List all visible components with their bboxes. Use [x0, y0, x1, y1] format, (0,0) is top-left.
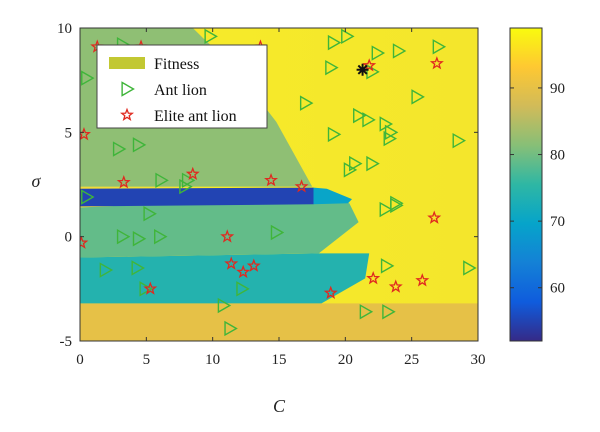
region-dark-stripe [80, 187, 322, 207]
ant-lion-point [112, 141, 127, 157]
region-cyan-band [80, 253, 370, 304]
elite-ant-lion-point [220, 229, 235, 243]
ant-lion-point [81, 189, 95, 205]
elite-ant-lion-point [236, 264, 251, 279]
ant-lion-point [116, 228, 131, 245]
ant-lion-point [81, 70, 95, 86]
x-tick-label: 20 [338, 352, 353, 368]
ant-lion-point [181, 172, 196, 189]
region-teal-band [80, 197, 359, 258]
ant-lion-point [371, 45, 386, 61]
ant-lion-point [236, 281, 250, 297]
ant-lion-point [366, 155, 380, 172]
elite-ant-lion-point [362, 58, 377, 72]
elite-ant-lion-point [427, 210, 442, 224]
ant-lion-point [325, 59, 339, 76]
ant-lion-point [131, 260, 145, 276]
legend-elite-ant-lion-label: Elite ant lion [154, 108, 237, 125]
ant-lion-point [155, 172, 169, 189]
elite-ant-lion-point [80, 235, 89, 249]
ant-lion-point [327, 126, 342, 143]
elite-ant-lion-point [323, 285, 338, 299]
legend-fitness-label: Fitness [154, 56, 199, 73]
ant-lion-point [463, 260, 477, 276]
legend-star-icon [119, 107, 135, 121]
best-point-marker [356, 63, 369, 76]
elite-ant-lion-point [116, 175, 131, 189]
y-axis-ticks: -5 0 5 10 [57, 21, 478, 350]
y-tick-label: 10 [57, 21, 72, 37]
y-tick-label: 5 [65, 125, 73, 141]
colorbar-tick-label: 80 [550, 148, 565, 164]
elite-ant-lion-point [224, 256, 239, 270]
colorbar-gradient [510, 28, 542, 341]
x-tick-label: 5 [143, 352, 151, 368]
elite-ant-lion-point [264, 172, 279, 187]
ant-lion-point [411, 89, 425, 105]
legend-ant-lion-marker [121, 81, 135, 97]
elite-ant-lion-point [246, 258, 261, 272]
ant-lion-point [382, 304, 396, 320]
elite-ant-lion-point [415, 273, 430, 287]
legend-triangle-icon [121, 81, 135, 97]
ant-lion-point [432, 39, 447, 55]
ant-lion-point [359, 304, 374, 320]
ant-lion-point [353, 107, 367, 124]
ant-lion-point [179, 178, 193, 195]
ant-lion-point [362, 112, 376, 128]
x-tick-label: 0 [76, 352, 84, 368]
colorbar: 60 70 80 90 [509, 27, 565, 342]
y-tick-label: 0 [65, 230, 73, 246]
elite-ant-lion-point [429, 56, 444, 70]
ant-lion-point [349, 155, 363, 172]
elite-ant-lion-point [388, 279, 403, 293]
region-stripe-tip [313, 187, 352, 205]
ant-lion-point [132, 137, 147, 153]
colorbar-ticks: 60 70 80 90 [510, 81, 565, 297]
ant-lion-point [379, 201, 394, 218]
ant-lion-point [341, 28, 355, 45]
x-axis-label: C [273, 396, 286, 416]
ant-lion-point [139, 281, 153, 297]
colorbar-tick-label: 60 [550, 281, 565, 297]
ant-lion-point [143, 206, 157, 222]
x-tick-label: 25 [404, 352, 419, 368]
elite-ant-lion-point [143, 281, 158, 295]
elite-ant-lion-point [294, 179, 309, 193]
x-tick-label: 10 [205, 352, 220, 368]
x-axis-ticks: 0 5 10 15 20 25 30 [76, 28, 486, 368]
ant-lion-point [392, 43, 407, 59]
colorbar-frame [509, 27, 543, 342]
y-axis-label: σ [32, 171, 42, 191]
ant-lion-point [204, 28, 218, 45]
ant-lion-point [343, 162, 358, 178]
ant-lion-point [224, 320, 238, 337]
legend-fitness-swatch [109, 57, 145, 69]
legend-ant-lion-label: Ant lion [154, 82, 207, 99]
region-lower-band [80, 303, 478, 341]
colorbar-tick-label: 90 [550, 81, 565, 97]
ant-lion-point [99, 262, 114, 278]
y-tick-label: -5 [60, 334, 73, 350]
ant-lion-point [217, 297, 232, 314]
ant-lion-point [299, 95, 314, 111]
ant-lion-point [390, 197, 404, 214]
x-tick-label: 30 [471, 352, 486, 368]
elite-ant-lion-point [366, 271, 381, 285]
ant-lion-point [327, 34, 342, 51]
colorbar-tick-label: 70 [550, 214, 565, 230]
ant-lion-point [132, 231, 147, 247]
legend: Fitness Ant lion Elite ant lion [96, 44, 268, 129]
ant-lion-point [270, 224, 285, 241]
legend-elite-ant-lion-marker [119, 107, 135, 121]
elite-ant-lion-point [185, 166, 200, 181]
ant-lion-point [380, 258, 395, 274]
ant-lion-point [154, 228, 168, 245]
ant-lion-point [383, 130, 398, 147]
x-tick-label: 15 [272, 352, 287, 368]
ant-lion-point [452, 132, 467, 149]
